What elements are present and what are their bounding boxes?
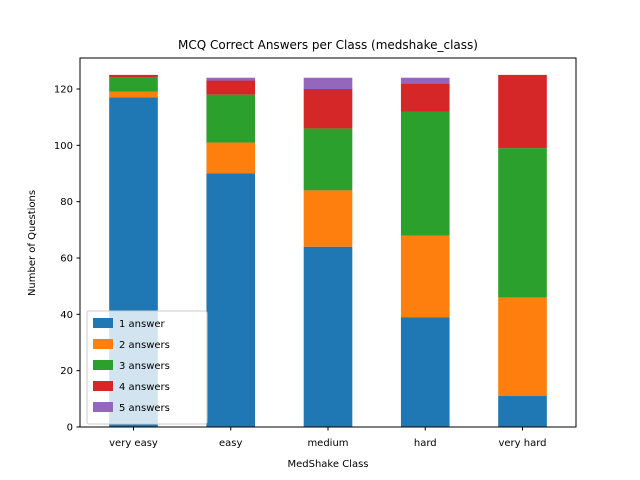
bar-easy-3-answers [206, 94, 256, 143]
bar-very-hard-3-answers [498, 148, 547, 298]
bar-hard-3-answers [400, 111, 450, 236]
y-tick-label: 0 [67, 423, 73, 434]
y-tick-label: 80 [60, 197, 73, 208]
legend-swatch-1-answer [93, 318, 113, 328]
bar-hard-5-answers [400, 77, 450, 84]
bar-very-hard-2-answers [498, 297, 547, 397]
y-axis: 0 20 40 60 80 100 120 [54, 84, 80, 434]
y-tick-label: 100 [54, 141, 73, 152]
legend-label-3-answers: 3 answers [119, 361, 170, 372]
x-tick-label: easy [219, 438, 242, 449]
bar-medium-3-answers [303, 128, 353, 191]
bar-hard-2-answers [400, 235, 450, 318]
x-tick-label: very hard [498, 438, 546, 449]
bar-easy-4-answers [206, 80, 256, 95]
x-tick-label: very easy [109, 438, 158, 449]
bar-hard-1-answer [400, 317, 450, 427]
x-tick-label: medium [307, 438, 348, 449]
x-axis-label: MedShake Class [287, 459, 368, 470]
bar-medium-1-answer [303, 246, 353, 427]
bars-group [109, 74, 547, 427]
legend-swatch-4-answers [93, 381, 113, 391]
y-tick-label: 20 [60, 366, 73, 377]
y-tick-label: 40 [60, 310, 73, 321]
y-tick-label: 60 [60, 253, 73, 264]
legend-label-5-answers: 5 answers [119, 403, 170, 414]
bar-very-easy-4-answers [109, 74, 158, 78]
legend-swatch-5-answers [93, 402, 113, 412]
bar-medium-5-answers [303, 77, 353, 89]
legend: 1 answer 2 answers 3 answers 4 answers 5 ans… [86, 310, 208, 425]
bar-medium-4-answers [303, 88, 353, 129]
y-axis-label: Number of Questions [27, 190, 38, 296]
y-tick-label: 120 [54, 84, 73, 95]
chart-title: MCQ Correct Answers per Class (medshake_… [178, 38, 478, 52]
bar-easy-5-answers [206, 77, 256, 81]
bar-easy-1-answer [206, 173, 256, 427]
legend-label-4-answers: 4 answers [119, 382, 170, 393]
legend-frame [86, 310, 208, 425]
bar-very-easy-3-answers [109, 77, 158, 92]
legend-label-2-answers: 2 answers [119, 340, 170, 351]
legend-swatch-2-answers [93, 339, 113, 349]
x-axis: very easy easy medium hard very hard [109, 427, 547, 449]
legend-swatch-3-answers [93, 360, 113, 370]
legend-label-1-answer: 1 answer [119, 319, 166, 330]
bar-easy-2-answers [206, 142, 256, 174]
bar-medium-2-answers [303, 190, 353, 247]
bar-hard-4-answers [400, 83, 450, 112]
x-tick-label: hard [414, 438, 437, 449]
bar-very-easy-2-answers [109, 91, 158, 98]
bar-very-hard-1-answer [498, 396, 547, 427]
bar-very-hard-4-answers [498, 74, 547, 149]
